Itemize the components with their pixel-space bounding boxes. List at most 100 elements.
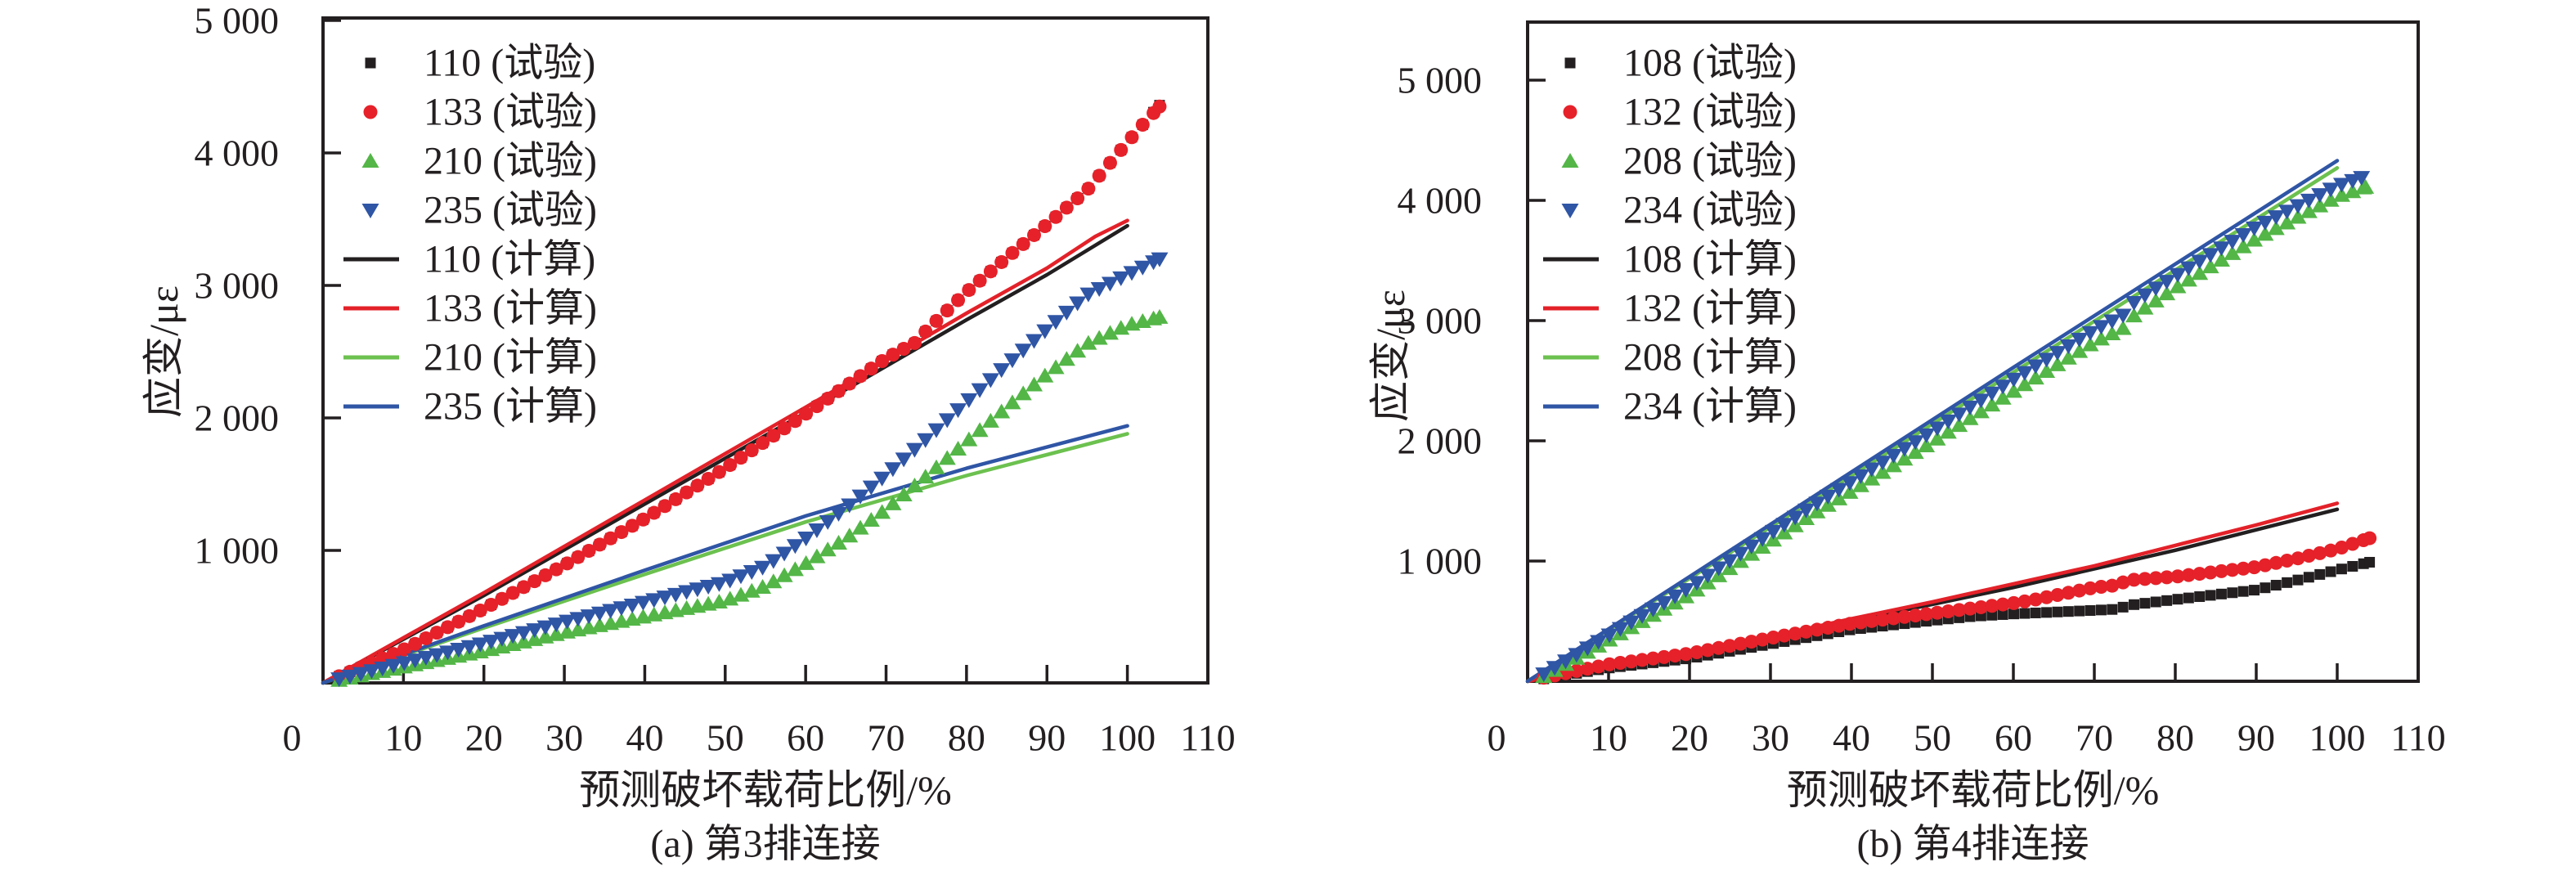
square-marker — [2183, 592, 2194, 604]
triangle-down-marker — [1983, 386, 2001, 402]
triangle-up-marker — [829, 534, 847, 550]
triangle-down-marker — [2136, 288, 2154, 303]
square-marker — [2030, 607, 2041, 618]
x-tick-label: 80 — [2156, 717, 2194, 759]
triangle-up-marker — [754, 578, 772, 594]
triangle-down-marker — [819, 514, 837, 530]
circle-marker — [625, 519, 640, 533]
circle-marker — [604, 531, 618, 546]
triangle-down-marker — [2092, 320, 2110, 335]
circle-marker — [1667, 649, 1682, 663]
triangle-down-marker — [526, 623, 544, 639]
triangle-up-marker — [1884, 457, 1902, 473]
circle-marker — [2247, 560, 2262, 575]
triangle-down-marker — [1775, 518, 1793, 533]
triangle-up-marker — [1928, 430, 1946, 446]
triangle-down-marker — [1590, 635, 1608, 650]
circle-marker — [1963, 601, 1977, 616]
triangle-up-marker — [1003, 394, 1021, 410]
triangle-up-marker — [1863, 470, 1881, 486]
series-markers — [330, 308, 1169, 687]
series-line — [1525, 159, 2340, 684]
triangle-down-marker — [363, 664, 381, 680]
circle-marker — [1820, 621, 1835, 635]
triangle-up-marker — [2071, 343, 2089, 358]
triangle-down-marker — [1918, 428, 1936, 443]
triangle-down-marker — [1036, 324, 1054, 339]
circle-marker — [2203, 565, 2218, 580]
circle-marker — [1799, 624, 1814, 639]
triangle-down-marker — [732, 569, 750, 585]
circle-marker — [1722, 639, 1737, 653]
square-marker — [2364, 556, 2376, 568]
triangle-up-marker — [884, 495, 902, 510]
x-tick-label: 110 — [2390, 717, 2445, 759]
legend: 110 (试验) 133 (试验) 210 (试验) 235 (试验) 110 (计算)… — [343, 42, 597, 429]
panel-caption: (a) 第3排连接 — [650, 823, 880, 866]
triangle-down-marker — [471, 637, 489, 653]
circle-marker — [734, 451, 748, 465]
plot-border — [1526, 20, 2420, 683]
circle-marker — [1569, 663, 1584, 678]
circle-marker — [1810, 622, 1824, 637]
circle-marker — [2094, 580, 2108, 595]
circle-marker — [1788, 626, 1802, 641]
triangle-down-marker — [1151, 252, 1169, 267]
legend-item-label: 108 (计算) — [1623, 238, 1797, 281]
circle-marker — [723, 458, 738, 473]
triangle-up-marker — [2059, 349, 2077, 365]
triangle-down-marker — [1928, 421, 1946, 437]
triangle-down-marker — [938, 413, 956, 429]
triangle-down-marker — [678, 585, 696, 600]
x-tick-label: 0 — [1488, 717, 1506, 759]
circle-marker — [766, 429, 781, 443]
circle-marker — [1591, 659, 1606, 674]
circle-marker — [2116, 575, 2130, 590]
circle-marker — [419, 631, 433, 645]
triangle-down-marker — [895, 452, 913, 468]
triangle-down-marker — [1677, 582, 1695, 598]
triangle-down-marker — [438, 645, 456, 661]
triangle-down-marker — [1561, 204, 1579, 218]
triangle-down-marker — [2191, 254, 2209, 270]
legend-item-label: 110 (试验) — [424, 42, 595, 85]
chart-b: 0 10 20 30 40 50 60 70 80 90 100 110 1 000 2 000 3 000… — [1367, 20, 2446, 866]
triangle-down-marker — [1003, 353, 1021, 369]
circle-marker — [711, 465, 726, 479]
square-marker — [2215, 588, 2227, 599]
circle-marker — [505, 586, 520, 600]
triangle-down-marker — [2224, 235, 2242, 250]
chart-a: 0 10 20 30 40 50 60 70 80 90 100 110 1 000 2 000 3 000… — [141, 0, 1236, 866]
circle-marker — [2006, 595, 2021, 610]
triangle-down-marker — [428, 648, 446, 663]
triangle-down-marker — [634, 595, 652, 611]
triangle-down-marker — [1611, 622, 1629, 637]
triangle-up-marker — [1841, 483, 1859, 499]
triangle-down-marker — [1600, 628, 1618, 644]
triangle-down-marker — [1764, 524, 1782, 540]
x-tick-label: 80 — [948, 717, 985, 759]
circle-marker — [1908, 608, 1923, 623]
triangle-down-marker — [1578, 641, 1596, 657]
triangle-up-marker — [2136, 299, 2154, 315]
circle-marker — [2072, 583, 2087, 598]
triangle-down-marker — [754, 560, 772, 576]
triangle-down-marker — [797, 532, 815, 547]
triangle-down-marker — [1851, 469, 1869, 484]
triangle-up-marker — [917, 469, 935, 484]
series-markers — [330, 252, 1169, 688]
triangle-down-marker — [1841, 476, 1859, 492]
triangle-up-marker — [981, 412, 999, 428]
triangle-up-marker — [2158, 285, 2176, 301]
circle-marker — [2323, 543, 2338, 558]
triangle-down-marker — [1906, 435, 1924, 451]
triangle-down-marker — [2246, 221, 2264, 236]
circle-marker — [799, 406, 814, 421]
square-marker — [2325, 566, 2336, 577]
x-tick-label: 40 — [1833, 717, 1870, 759]
circle-marker — [429, 626, 444, 640]
circle-marker — [831, 384, 846, 398]
triangle-down-marker — [493, 631, 511, 647]
circle-marker — [951, 293, 966, 308]
triangle-down-marker — [1079, 287, 1097, 303]
